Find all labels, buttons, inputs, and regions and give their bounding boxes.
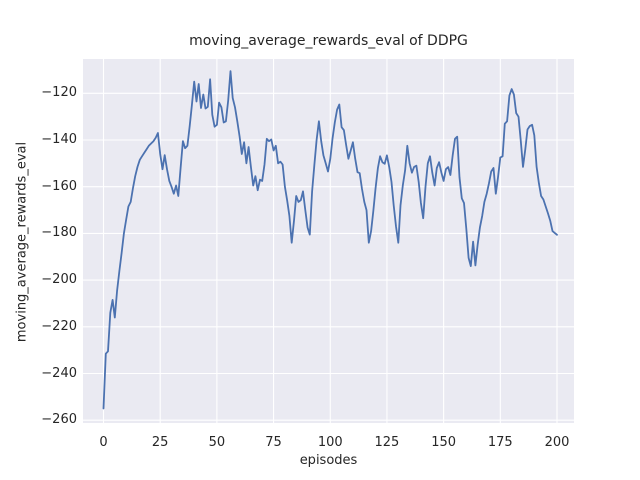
y-tick-label: −220 bbox=[41, 318, 77, 334]
x-tick-label: 150 bbox=[431, 435, 457, 450]
x-tick-label: 0 bbox=[99, 435, 108, 450]
x-tick-label: 75 bbox=[265, 435, 282, 450]
x-tick-label: 50 bbox=[208, 435, 226, 450]
plot-area bbox=[83, 59, 574, 423]
reward-curve-line bbox=[102, 70, 558, 410]
y-tick-label: −240 bbox=[41, 365, 77, 381]
x-tick-label: 175 bbox=[487, 435, 513, 450]
x-axis-label: episodes bbox=[299, 453, 358, 468]
x-tick-label: 100 bbox=[317, 435, 343, 450]
x-tick-label: 25 bbox=[151, 435, 169, 450]
y-tick-label: −120 bbox=[41, 85, 77, 101]
x-tick-label: 125 bbox=[374, 435, 400, 450]
y-tick-label: −140 bbox=[41, 132, 77, 147]
y-tick-label: −160 bbox=[41, 178, 77, 194]
y-tick-label: −200 bbox=[41, 272, 77, 288]
y-axis-label: moving_average_rewards_eval bbox=[14, 141, 30, 343]
x-tick-label: 200 bbox=[544, 435, 570, 450]
y-tick-label: −260 bbox=[41, 412, 77, 428]
y-tick-label: −180 bbox=[41, 225, 77, 241]
chart-title: moving_average_rewards_eval of DDPG bbox=[189, 33, 468, 49]
